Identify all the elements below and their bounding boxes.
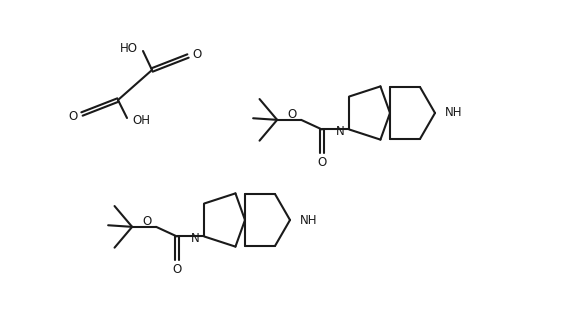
- Text: N: N: [190, 232, 199, 245]
- Text: O: O: [142, 215, 151, 228]
- Text: OH: OH: [132, 114, 150, 128]
- Text: O: O: [287, 108, 296, 121]
- Text: NH: NH: [300, 214, 318, 227]
- Text: O: O: [192, 48, 202, 60]
- Text: NH: NH: [445, 107, 462, 119]
- Text: O: O: [172, 263, 182, 276]
- Text: O: O: [69, 110, 77, 122]
- Text: O: O: [318, 156, 326, 169]
- Text: HO: HO: [120, 42, 138, 54]
- Text: N: N: [335, 125, 344, 138]
